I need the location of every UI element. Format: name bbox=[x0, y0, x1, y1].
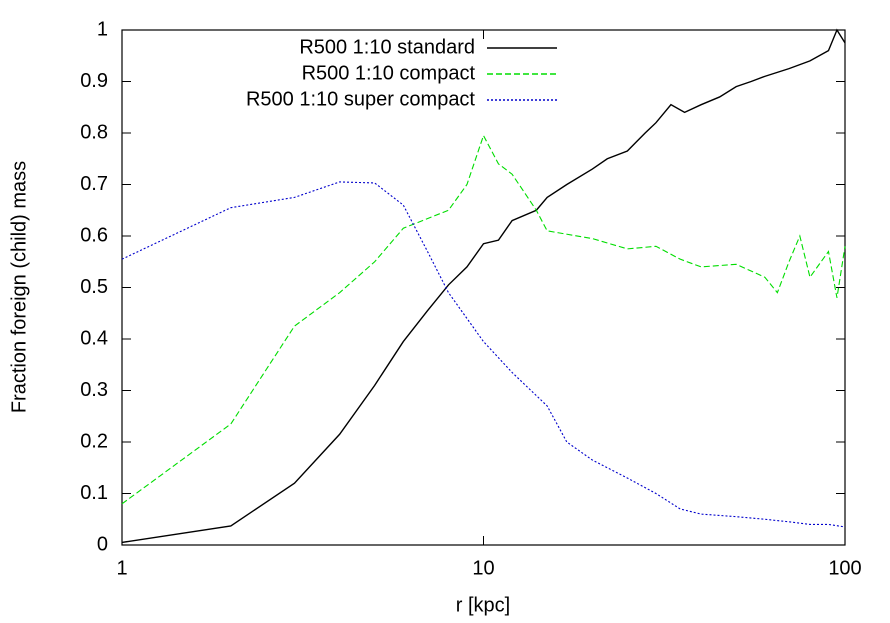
y-tick-label: 0.8 bbox=[80, 121, 108, 143]
y-tick-label: 1 bbox=[97, 18, 108, 40]
legend-label: R500 1:10 super compact bbox=[246, 88, 475, 110]
y-tick-label: 0.4 bbox=[80, 327, 108, 349]
legend-label: R500 1:10 compact bbox=[302, 62, 476, 84]
x-axis-label: r [kpc] bbox=[456, 594, 510, 616]
x-tick-label: 1 bbox=[116, 557, 127, 579]
y-tick-label: 0.5 bbox=[80, 276, 108, 298]
legend-label: R500 1:10 standard bbox=[299, 36, 475, 58]
y-tick-label: 0.7 bbox=[80, 173, 108, 195]
series-line bbox=[121, 28, 846, 544]
y-tick-label: 0.9 bbox=[80, 70, 108, 92]
y-tick-label: 0.2 bbox=[80, 430, 108, 452]
y-axis-label: Fraction foreign (child) mass bbox=[8, 161, 30, 413]
plot-frame bbox=[121, 29, 846, 546]
x-tick-label: 10 bbox=[472, 557, 494, 579]
series-line bbox=[121, 134, 846, 505]
series-line bbox=[121, 181, 846, 528]
x-tick-label: 100 bbox=[828, 557, 861, 579]
y-tick-label: 0.1 bbox=[80, 482, 108, 504]
y-tick-label: 0.3 bbox=[80, 379, 108, 401]
y-tick-label: 0 bbox=[97, 533, 108, 555]
y-tick-label: 0.6 bbox=[80, 224, 108, 246]
